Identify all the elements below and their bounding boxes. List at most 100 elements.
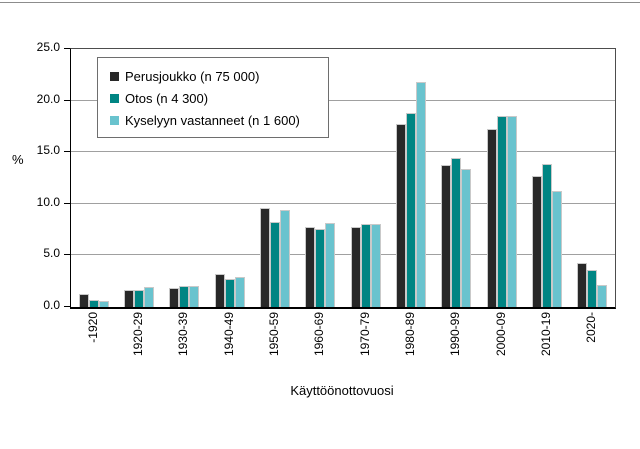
bar-perusjoukko-2000-09 xyxy=(486,129,497,307)
x-tick-label-1950-59: 1950-59 xyxy=(251,312,296,384)
bar-group-1960-69 xyxy=(298,49,343,307)
bar-kyselyyn--1920 xyxy=(98,301,109,307)
bar-perusjoukko-2010-19 xyxy=(531,176,542,307)
bar-otos-1930-39 xyxy=(179,286,190,307)
gridline-15 xyxy=(71,151,615,152)
bar-groups xyxy=(71,49,615,307)
bar-otos-1960-69 xyxy=(315,229,326,307)
x-tick-label-text: 2010-19 xyxy=(538,312,553,357)
y-tick-mark xyxy=(64,254,70,255)
bar-kyselyyn-1960-69 xyxy=(325,223,336,307)
legend-swatch-icon xyxy=(110,71,119,81)
x-tick-label-text: 1970-79 xyxy=(357,312,372,357)
x-tick-label-1920-29: 1920-29 xyxy=(115,312,160,384)
bar-kyselyyn-1950-59 xyxy=(279,210,290,307)
y-tick-label: 0.0 xyxy=(43,298,60,312)
x-tick-label-text: 1930-39 xyxy=(176,312,191,357)
gridline-20 xyxy=(71,100,615,101)
bar-perusjoukko--1920 xyxy=(78,294,89,307)
bar-perusjoukko-2020- xyxy=(577,263,588,307)
bar-group-2010-19 xyxy=(524,49,569,307)
x-tick-label-text: 2020- xyxy=(584,312,599,343)
y-tick-label: 20.0 xyxy=(36,92,60,106)
bar-group-1980-89 xyxy=(388,49,433,307)
bar-perusjoukko-1980-89 xyxy=(395,124,406,307)
x-tick-label-text: 1920-29 xyxy=(130,312,145,357)
legend-label: Otos (n 4 300) xyxy=(125,90,209,106)
bar-group-1930-39 xyxy=(162,49,207,307)
bar-otos-1980-89 xyxy=(405,113,416,307)
gridline-10 xyxy=(71,203,615,204)
y-tick-label: 5.0 xyxy=(43,246,60,260)
x-tick-label-text: 1960-69 xyxy=(312,312,327,357)
x-tick-label-2020-: 2020- xyxy=(569,312,614,384)
bar-group-1920-29 xyxy=(116,49,161,307)
bar-perusjoukko-1970-79 xyxy=(350,227,361,307)
bar-kyselyyn-1990-99 xyxy=(461,169,472,307)
x-tick-label-1970-79: 1970-79 xyxy=(342,312,387,384)
y-tick-label: 15.0 xyxy=(36,143,60,157)
legend: Perusjoukko (n 75 000) Otos (n 4 300) Kyse… xyxy=(97,57,329,138)
legend-entry: Otos (n 4 300) xyxy=(110,87,328,109)
gridline-5 xyxy=(71,254,615,255)
plot-area: Perusjoukko (n 75 000) Otos (n 4 300) Kyse… xyxy=(70,48,616,309)
bar-kyselyyn-2000-09 xyxy=(506,116,517,307)
x-axis-title: Käyttöönottovuosi xyxy=(290,383,394,398)
bar-otos-1920-29 xyxy=(133,290,144,307)
bar-otos-2000-09 xyxy=(496,116,507,307)
y-tick-label: 25.0 xyxy=(36,40,60,54)
bar-perusjoukko-1960-69 xyxy=(305,227,316,307)
x-tick-label-1940-49: 1940-49 xyxy=(206,312,251,384)
y-tick-mark xyxy=(64,151,70,152)
x-tick-label-text: 1940-49 xyxy=(221,312,236,357)
bar-group-2000-09 xyxy=(479,49,524,307)
x-tick-label-text: 1980-89 xyxy=(402,312,417,357)
x-tick-label-1990-99: 1990-99 xyxy=(433,312,478,384)
bar-group-1970-79 xyxy=(343,49,388,307)
bar-otos-2020- xyxy=(587,270,598,307)
bar-otos-2010-19 xyxy=(541,164,552,307)
x-tick-label-text: -1920 xyxy=(85,312,100,343)
top-divider-line xyxy=(0,2,640,3)
y-tick-label: 10.0 xyxy=(36,195,60,209)
bar-group-1990-99 xyxy=(434,49,479,307)
bar-kyselyyn-1920-29 xyxy=(143,287,154,307)
legend-label: Kyselyyn vastanneet (n 1 600) xyxy=(125,112,300,128)
legend-entry: Perusjoukko (n 75 000) xyxy=(110,65,328,87)
bar-otos-1970-79 xyxy=(360,224,371,307)
bar-otos--1920 xyxy=(88,300,99,307)
legend-swatch-icon xyxy=(110,115,119,125)
bar-otos-1940-49 xyxy=(224,279,235,307)
y-axis-title: % xyxy=(12,152,24,167)
bar-kyselyyn-1970-79 xyxy=(370,224,381,307)
x-tick-label-2010-19: 2010-19 xyxy=(523,312,568,384)
x-tick-label-1930-39: 1930-39 xyxy=(161,312,206,384)
y-tick-mark xyxy=(64,100,70,101)
legend-entry: Kyselyyn vastanneet (n 1 600) xyxy=(110,109,328,131)
legend-items: Perusjoukko (n 75 000) Otos (n 4 300) Kyse… xyxy=(110,65,328,131)
y-tick-mark xyxy=(64,306,70,307)
bar-group-1940-49 xyxy=(207,49,252,307)
bar-perusjoukko-1990-99 xyxy=(441,165,452,307)
bar-perusjoukko-1940-49 xyxy=(214,274,225,307)
bar-perusjoukko-1930-39 xyxy=(169,288,180,307)
y-tick-mark xyxy=(64,203,70,204)
x-tick-label-text: 2000-09 xyxy=(493,312,508,357)
bar-kyselyyn-1940-49 xyxy=(234,277,245,307)
bar-group-1950-59 xyxy=(252,49,297,307)
x-tick-label-text: 1990-99 xyxy=(448,312,463,357)
x-tick-label-2000-09: 2000-09 xyxy=(478,312,523,384)
bar-group-2020- xyxy=(570,49,615,307)
bar-kyselyyn-2010-19 xyxy=(551,191,562,307)
bar-otos-1990-99 xyxy=(451,158,462,307)
x-tick-label--1920: -1920 xyxy=(70,312,115,384)
bar-kyselyyn-2020- xyxy=(597,285,608,307)
bar-kyselyyn-1980-89 xyxy=(415,82,426,307)
x-tick-label-1960-69: 1960-69 xyxy=(297,312,342,384)
bar-kyselyyn-1930-39 xyxy=(189,286,200,307)
y-tick-mark xyxy=(64,48,70,49)
x-tick-label-1980-89: 1980-89 xyxy=(387,312,432,384)
x-axis-labels: -1920 1920-29 1930-39 1940-49 1950-59 1960-69… xyxy=(70,312,614,384)
bar-perusjoukko-1920-29 xyxy=(123,290,134,307)
